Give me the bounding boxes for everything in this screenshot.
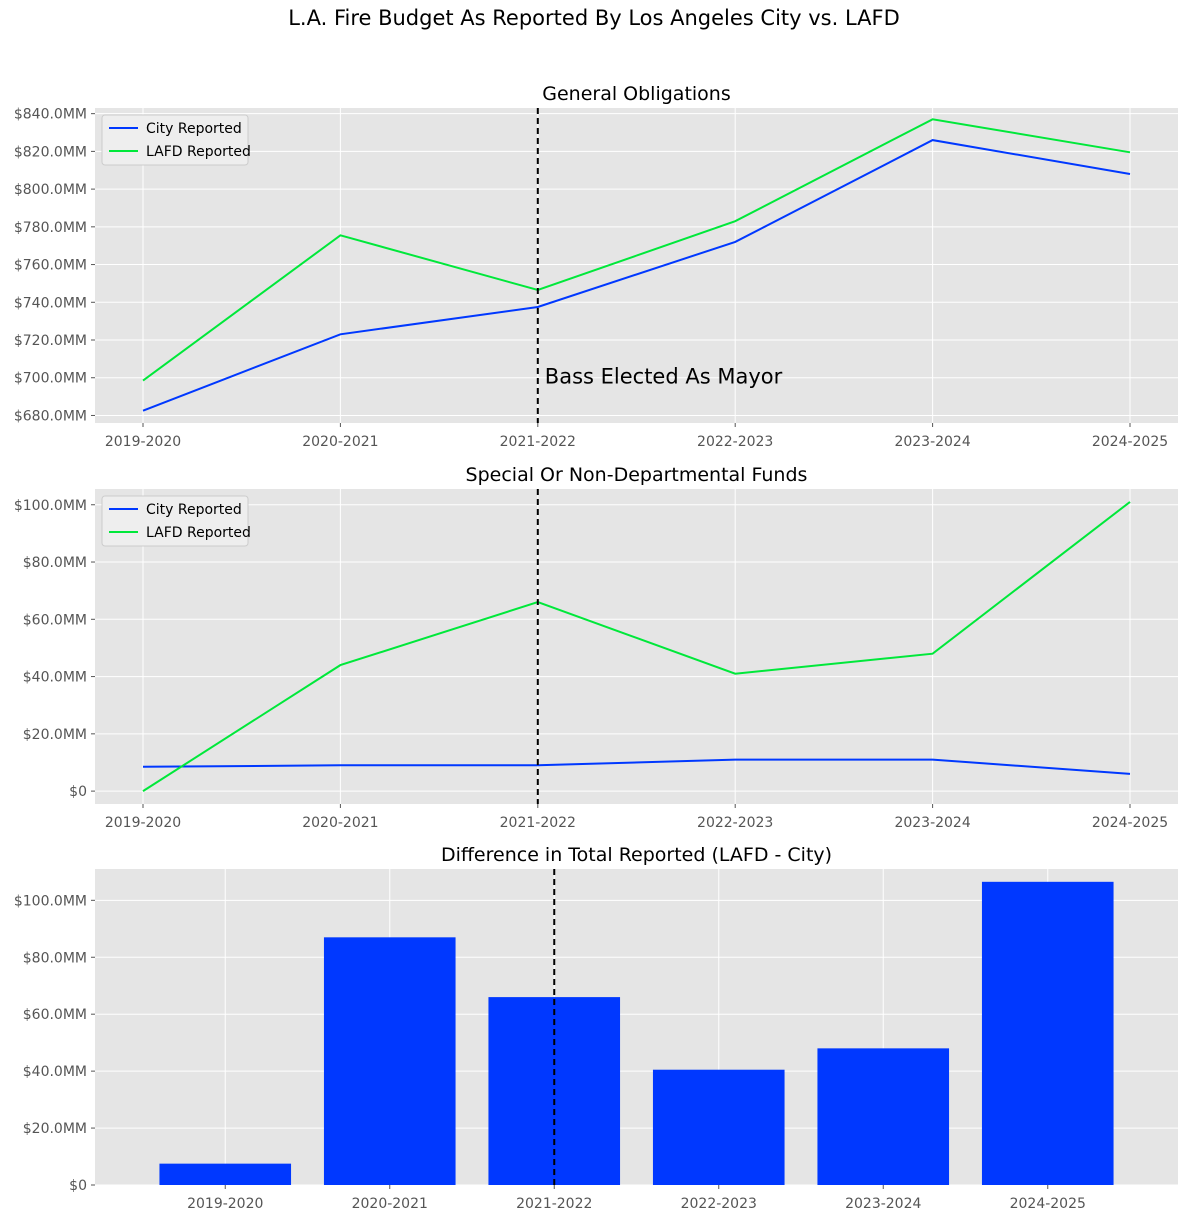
y-tick-label: $60.0MM xyxy=(23,1007,87,1023)
y-tick-label: $0 xyxy=(69,1178,87,1194)
bar xyxy=(817,1048,950,1185)
legend-label: LAFD Reported xyxy=(146,144,251,160)
bar xyxy=(159,1163,292,1185)
y-tick-label: $680.0MM xyxy=(14,408,87,424)
special-funds-chart: $0 $20.0MM $40.0MM $60.0MM $80.0MM $100.0MM 20… xyxy=(14,464,1178,831)
y-tick-label: $720.0MM xyxy=(14,333,87,349)
y-tick-label: $700.0MM xyxy=(14,371,87,387)
bar xyxy=(981,881,1114,1185)
x-tick-label: 2021-2022 xyxy=(500,434,576,450)
x-tick-label: 2021-2022 xyxy=(500,815,576,831)
legend-box xyxy=(101,495,249,547)
y-tick-label: $80.0MM xyxy=(23,950,87,966)
y-tick-label: $760.0MM xyxy=(14,258,87,274)
chart-title: General Obligations xyxy=(542,83,731,105)
x-tick-label: 2023-2024 xyxy=(845,1196,921,1212)
x-tick-label: 2024-2025 xyxy=(1092,815,1168,831)
x-tick-label: 2019-2020 xyxy=(105,434,181,450)
y-tick-label: $740.0MM xyxy=(14,295,87,311)
legend: City Reported LAFD Reported xyxy=(101,114,251,166)
x-tick-label: 2022-2023 xyxy=(697,434,773,450)
series-line-lafd xyxy=(142,501,1131,792)
plot-background xyxy=(95,108,1178,423)
y-tick-label: $100.0MM xyxy=(14,893,87,909)
chart-title: Difference in Total Reported (LAFD - Cit… xyxy=(441,844,832,866)
legend-label: City Reported xyxy=(146,502,242,518)
x-tick-label: 2020-2021 xyxy=(302,815,378,831)
y-tick-label: $800.0MM xyxy=(14,182,87,198)
y-tick-label: $20.0MM xyxy=(23,1121,87,1137)
series-line-lafd xyxy=(142,118,1131,382)
x-tick-label: 2024-2025 xyxy=(1092,434,1168,450)
x-tick-label: 2019-2020 xyxy=(187,1196,263,1212)
series-line-city xyxy=(142,139,1131,412)
x-tick-label: 2021-2022 xyxy=(516,1196,592,1212)
x-tick-label: 2020-2021 xyxy=(302,434,378,450)
y-tick-label: $40.0MM xyxy=(23,1064,87,1080)
legend: City Reported LAFD Reported xyxy=(101,495,251,547)
legend-label: LAFD Reported xyxy=(146,525,251,541)
x-tick-label: 2023-2024 xyxy=(894,815,970,831)
difference-bar-chart: $0 $20.0MM $40.0MM $60.0MM $80.0MM $100.0MM 20… xyxy=(14,844,1178,1212)
x-tick-label: 2024-2025 xyxy=(1010,1196,1086,1212)
annotation-bass-elected: Bass Elected As Mayor xyxy=(545,364,783,388)
y-tick-label: $20.0MM xyxy=(23,727,87,743)
x-tick-label: 2022-2023 xyxy=(697,815,773,831)
x-tick-label: 2019-2020 xyxy=(105,815,181,831)
y-tick-label: $100.0MM xyxy=(14,498,87,514)
figure-title: L.A. Fire Budget As Reported By Los Ange… xyxy=(288,6,900,30)
bar xyxy=(652,1069,785,1185)
y-tick-label: $80.0MM xyxy=(23,555,87,571)
legend-label: City Reported xyxy=(146,121,242,137)
y-tick-label: $60.0MM xyxy=(23,612,87,628)
x-tick-label: 2022-2023 xyxy=(681,1196,757,1212)
bar xyxy=(323,937,456,1185)
series-line-city xyxy=(142,758,1131,775)
y-tick-label: $780.0MM xyxy=(14,220,87,236)
x-tick-label: 2020-2021 xyxy=(352,1196,428,1212)
general-obligations-chart: $680.0MM $700.0MM $720.0MM $740.0MM $760.0MM… xyxy=(14,83,1178,450)
y-tick-label: $0 xyxy=(69,784,87,800)
legend-box xyxy=(101,114,249,166)
y-tick-label: $40.0MM xyxy=(23,670,87,686)
plot-background xyxy=(95,489,1178,804)
y-tick-label: $820.0MM xyxy=(14,144,87,160)
chart-title: Special Or Non-Departmental Funds xyxy=(466,464,808,486)
y-tick-label: $840.0MM xyxy=(14,107,87,123)
x-tick-label: 2023-2024 xyxy=(894,434,970,450)
